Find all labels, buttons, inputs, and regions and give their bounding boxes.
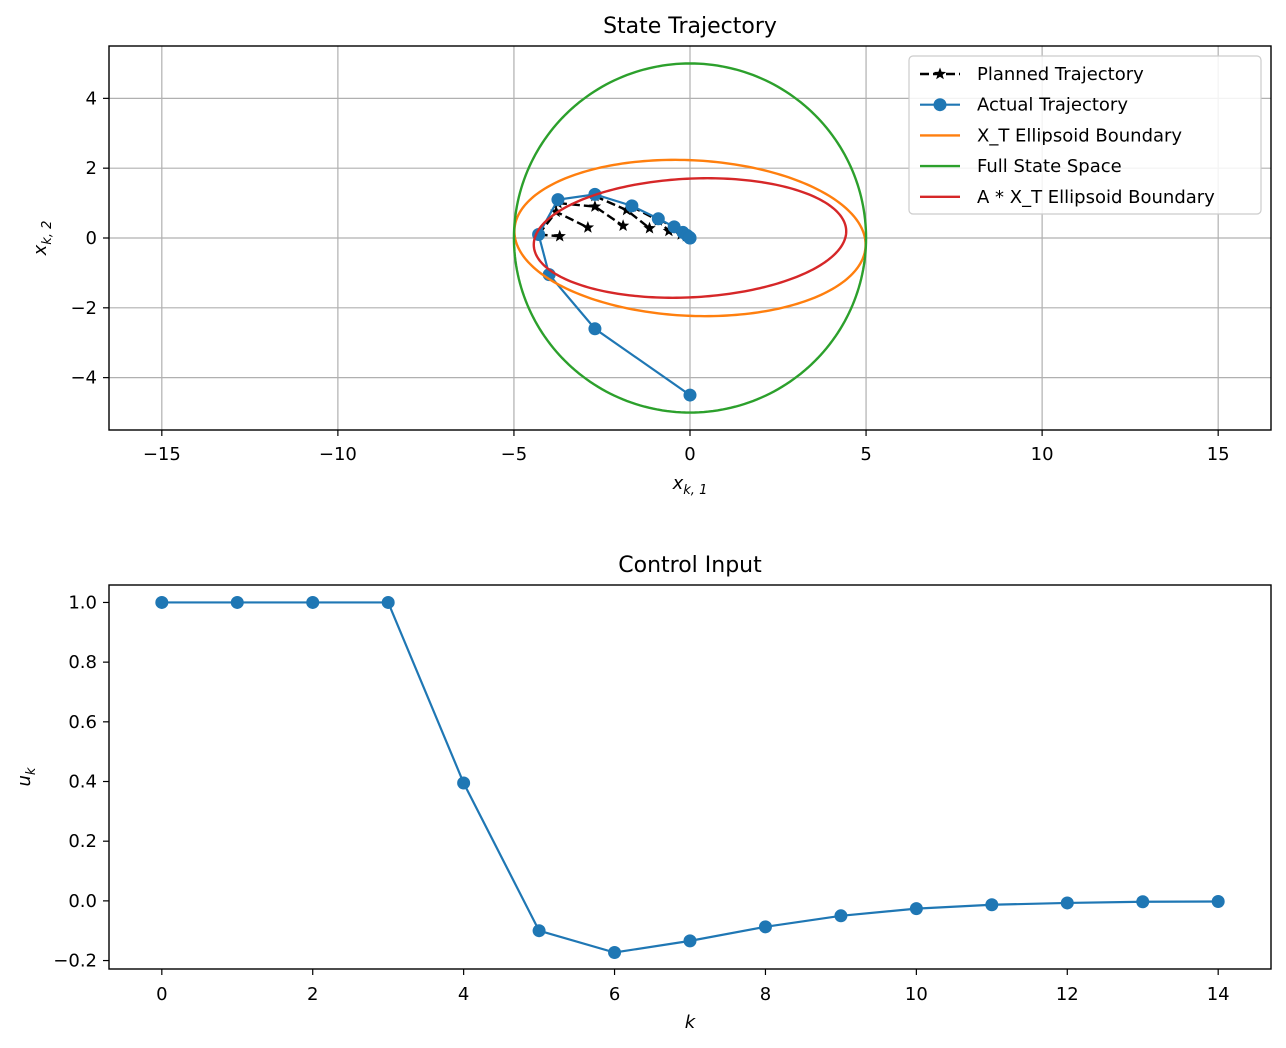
x-tick-label: 5 (860, 444, 871, 465)
actual-trajectory-point (683, 388, 697, 402)
y-tick-label: 0.0 (68, 891, 97, 912)
state-trajectory-plot: State Trajectory −15 −10 −5 0 5 10 15 −4−2024 … (30, 14, 1272, 498)
planned-trajectory-point (643, 221, 656, 234)
control-input-point (683, 934, 697, 948)
x-tick-label: 15 (1207, 444, 1230, 465)
control-input-frame (108, 584, 1272, 970)
actual-trajectory-point (683, 231, 697, 245)
full-state-space-boundary (512, 62, 868, 414)
x-tick-label: 6 (609, 984, 620, 1005)
control-input-point (381, 595, 395, 609)
planned-trajectory-line (557, 201, 624, 227)
legend-label: A * X_T Ellipsoid Boundary (977, 187, 1215, 208)
y-tick-label: 0.4 (68, 772, 97, 793)
y-tick-label: 0.6 (68, 712, 97, 733)
x-tick-label: −5 (501, 444, 528, 465)
y-tick-label: 0 (86, 228, 97, 249)
planned-trajectory-point (588, 200, 602, 212)
actual-trajectory-point (588, 322, 602, 336)
x-tick-label: 0 (156, 984, 167, 1005)
planned-trajectory-point (581, 221, 595, 233)
y-tick-label: −4 (70, 368, 97, 389)
actual-trajectory-series (532, 187, 697, 402)
control-input-title: Control Input (618, 553, 762, 578)
state-trajectory-frame (108, 45, 1272, 431)
control-input-y-label: uk (14, 767, 39, 786)
actual-trajectory-line (537, 193, 691, 396)
control-input-y-ticks: −0.2 0.0 0.2 0.4 0.6 0.8 1.0 (53, 592, 109, 972)
actual-trajectory-point (651, 212, 665, 226)
control-input-point (230, 595, 244, 609)
control-input-x-ticks: 0 2 4 6 8 10 12 14 (156, 969, 1230, 1005)
control-input-point (1211, 894, 1225, 908)
control-input-point (1060, 896, 1074, 910)
planned-trajectory-point (550, 205, 563, 218)
x-tick-label: 10 (905, 984, 928, 1005)
state-trajectory-title: State Trajectory (603, 14, 777, 39)
legend: Planned Trajectory Actual Trajectory X_T E… (908, 55, 1262, 215)
control-input-point (909, 902, 923, 916)
control-input-plot: Control Input 0 2 4 6 8 10 12 14 −0.2 0.0 0.2 0.4 0… (14, 553, 1272, 1033)
legend-label: X_T Ellipsoid Boundary (977, 125, 1182, 146)
x-tick-label: 12 (1056, 984, 1079, 1005)
legend-marker (933, 98, 947, 112)
control-input-point (457, 776, 471, 790)
x-tick-label: 2 (307, 984, 318, 1005)
y-tick-label: −2 (70, 298, 97, 319)
legend-box (908, 55, 1262, 215)
state-trajectory-y-label: xk, 2 (30, 221, 55, 257)
actual-trajectory-point (625, 199, 639, 213)
control-input-point (985, 898, 999, 912)
control-input-point (306, 595, 320, 609)
x-tick-label: 10 (1031, 444, 1054, 465)
y-tick-label: 1.0 (68, 592, 97, 613)
control-input-point (1136, 895, 1150, 909)
control-input-line (161, 601, 1219, 954)
x-tick-label: 0 (684, 444, 695, 465)
x-tick-label: 8 (760, 984, 771, 1005)
control-input-x-label: k (685, 1012, 697, 1033)
legend-label: Planned Trajectory (977, 64, 1144, 85)
y-tick-label: 0.2 (68, 831, 97, 852)
x-tick-label: 14 (1207, 984, 1230, 1005)
control-input-point (834, 909, 848, 923)
x-tick-label: 4 (458, 984, 469, 1005)
actual-trajectory-point (551, 193, 565, 207)
control-input-point (608, 945, 622, 959)
planned-trajectory-point (553, 229, 566, 242)
legend-label: Actual Trajectory (977, 95, 1128, 116)
state-trajectory-x-label: xk, 1 (672, 473, 708, 498)
control-input-series (155, 595, 1225, 959)
legend-marker (933, 67, 947, 80)
state-trajectory-y-ticks: −4 −2 0 2 4 (70, 88, 109, 389)
legend-label: Full State Space (977, 156, 1122, 177)
y-tick-label: 4 (86, 88, 97, 109)
x-tick-label: −15 (143, 444, 181, 465)
y-tick-label: 2 (86, 158, 97, 179)
x-tick-label: −10 (319, 444, 357, 465)
control-input-point (155, 595, 169, 609)
y-tick-label: −0.2 (53, 951, 97, 972)
state-trajectory-series (512, 62, 868, 414)
planned-trajectory-point (616, 219, 630, 232)
a-xt-ellipsoid-boundary (532, 177, 848, 299)
control-input-point (532, 924, 546, 938)
y-tick-label: 0.8 (68, 652, 97, 673)
control-input-point (758, 920, 772, 934)
state-trajectory-x-ticks: −15 −10 −5 0 5 10 15 (143, 430, 1230, 465)
